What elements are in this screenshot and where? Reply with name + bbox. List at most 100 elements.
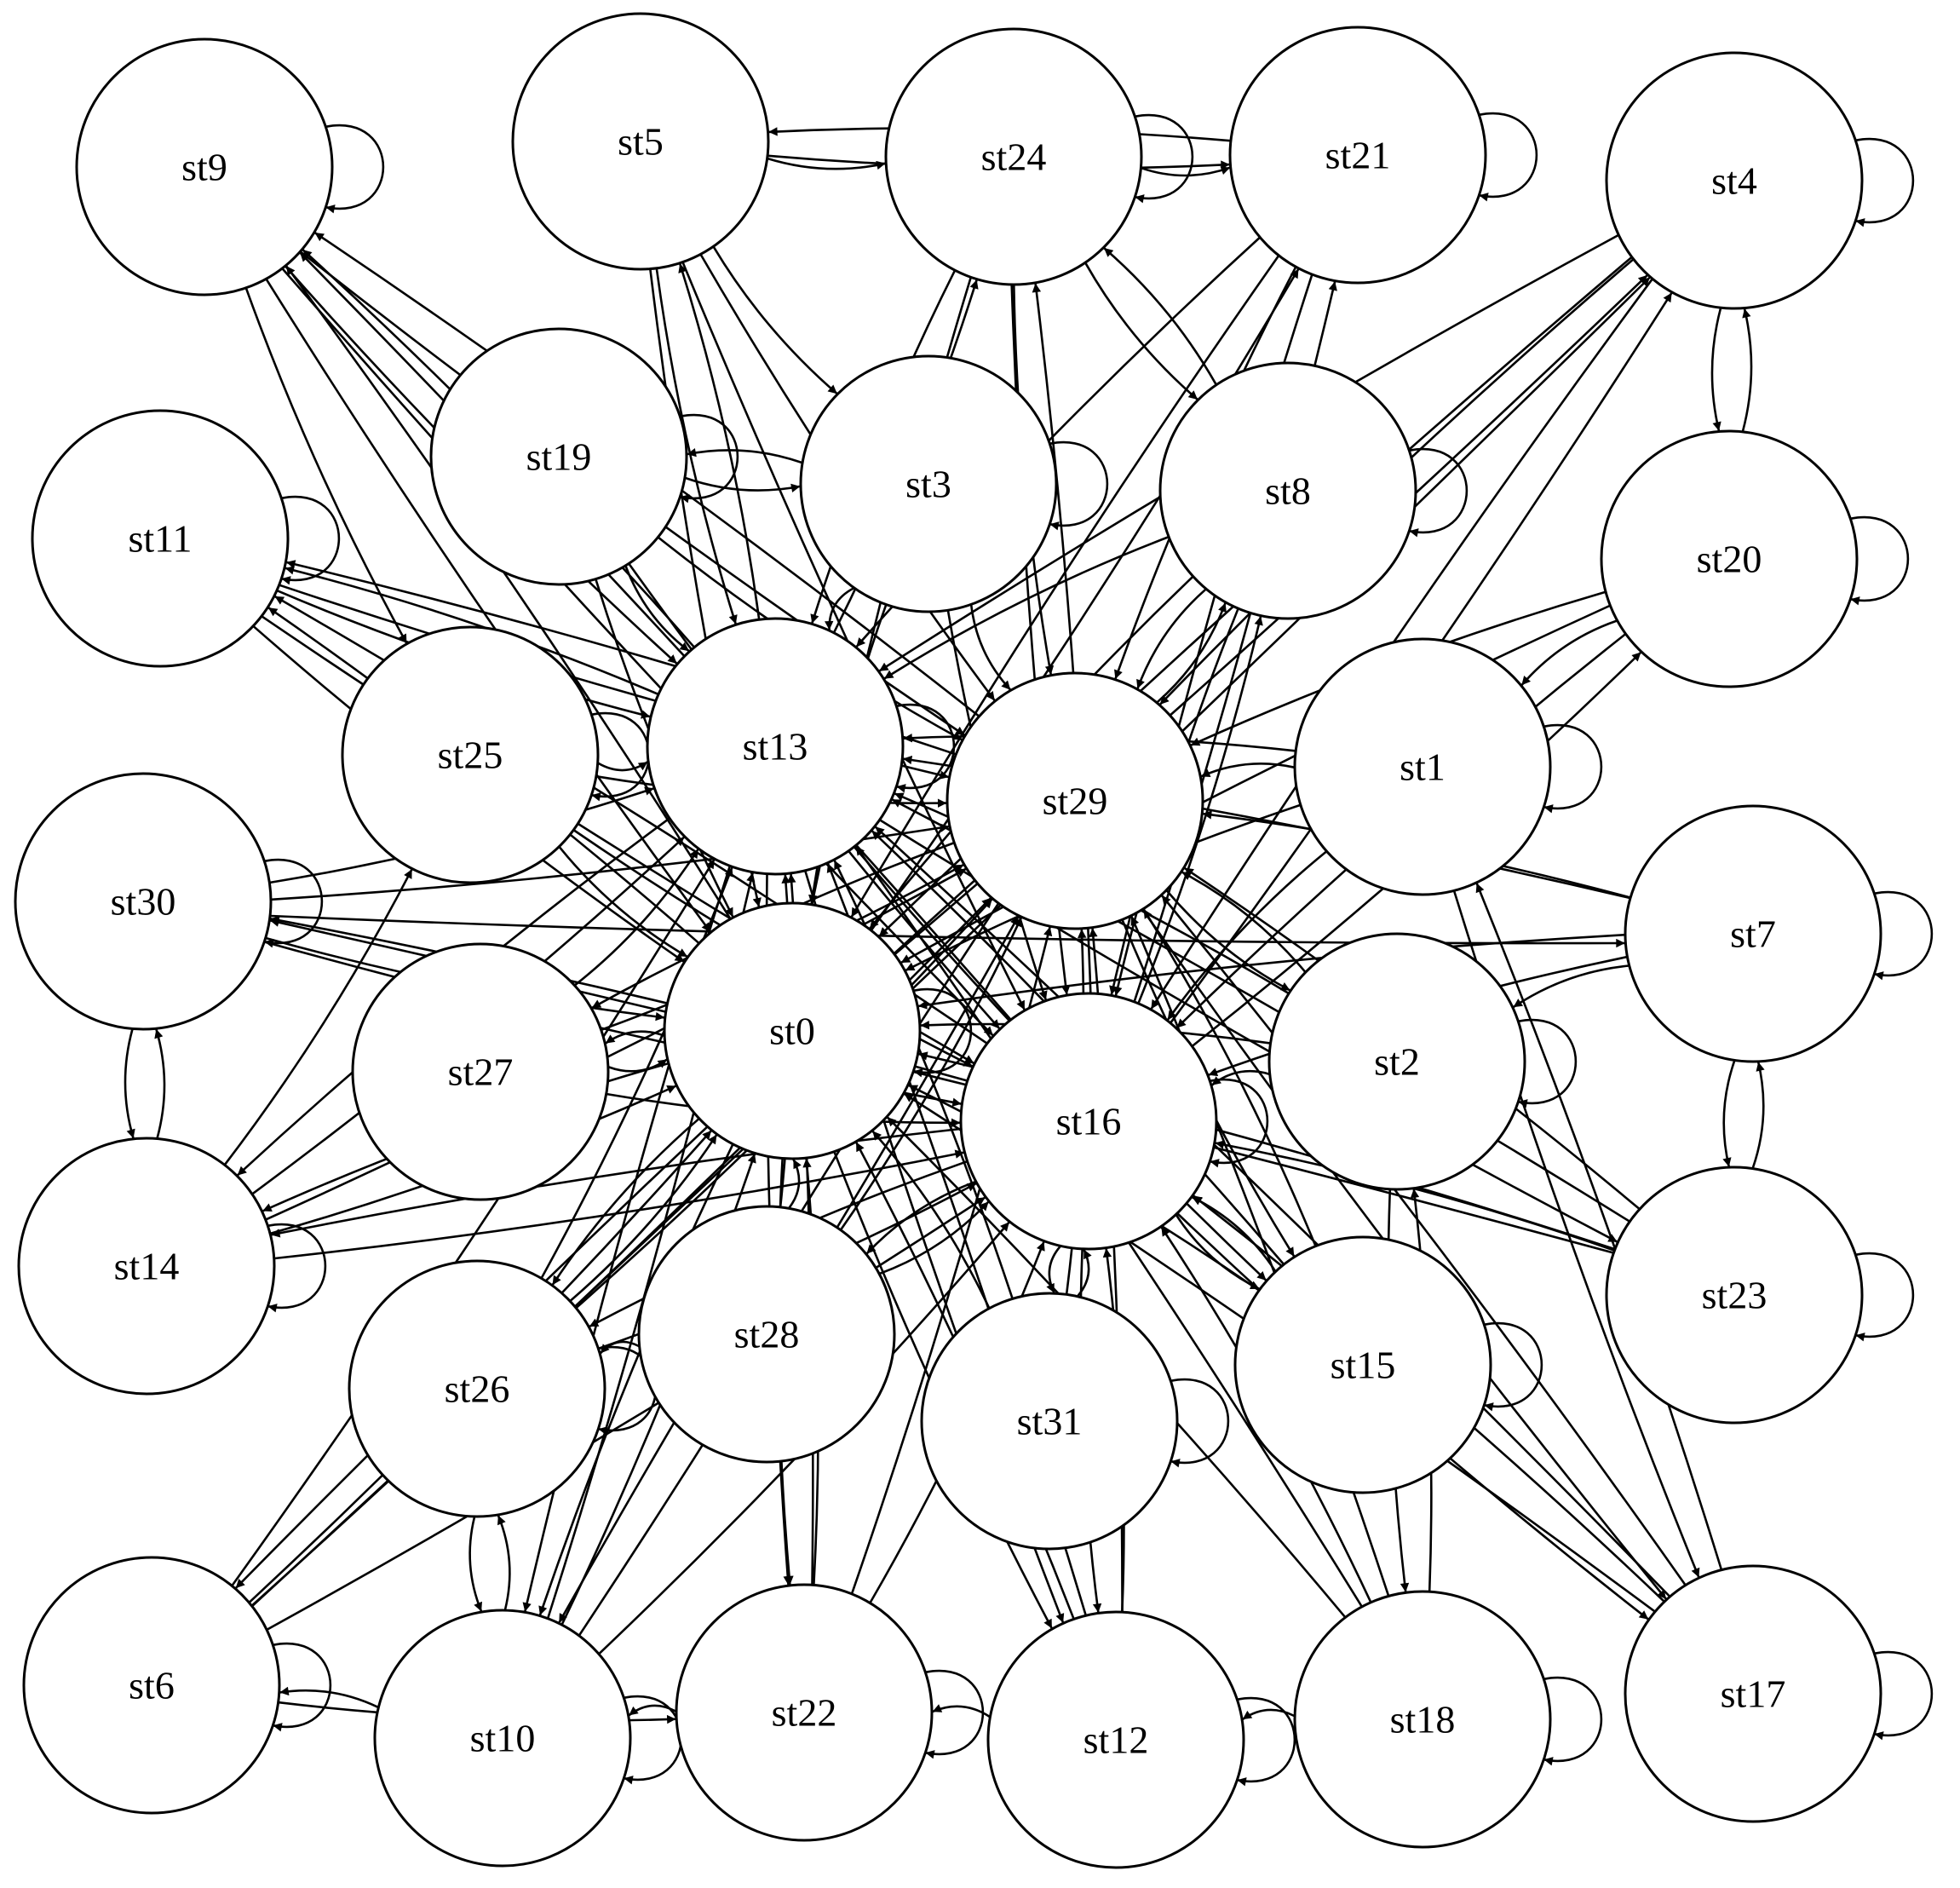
self-loop-st17: [1874, 1652, 1932, 1735]
state-label-st18: st18: [1390, 1698, 1456, 1741]
self-loop-st6: [273, 1643, 330, 1727]
state-label-st0: st0: [769, 1010, 815, 1053]
edge-st26-to-st10: [470, 1517, 481, 1612]
edge-st7-to-st0: [918, 935, 1625, 1006]
state-label-st2: st2: [1374, 1040, 1420, 1084]
state-label-st4: st4: [1711, 159, 1757, 203]
self-loop-st20: [1850, 517, 1908, 601]
state-node-st1: st1: [1295, 639, 1550, 895]
state-node-st18: st18: [1295, 1592, 1550, 1847]
state-node-st28: st28: [639, 1206, 894, 1462]
edge-st3-to-st19: [687, 450, 802, 463]
edge-st16-to-st31: [1049, 1246, 1060, 1293]
state-node-st6: st6: [24, 1557, 279, 1813]
state-node-st20: st20: [1601, 431, 1857, 687]
state-node-st14: st14: [19, 1138, 274, 1394]
state-node-st5: st5: [513, 14, 768, 269]
edge-st1-to-st29: [1201, 763, 1294, 776]
self-loop-st7: [1874, 892, 1932, 976]
state-node-st2: st2: [1269, 934, 1525, 1189]
state-label-st15: st15: [1331, 1344, 1396, 1387]
edge-st14-to-st30: [156, 1029, 164, 1138]
edge-st20-to-st4: [1743, 308, 1751, 431]
edge-st4-to-st20: [1712, 308, 1721, 431]
state-node-st15: st15: [1235, 1237, 1491, 1493]
self-loop-st9: [325, 125, 383, 209]
state-node-st9: st9: [77, 39, 332, 295]
state-label-st3: st3: [905, 463, 951, 506]
state-node-st0: st0: [664, 903, 920, 1159]
state-label-st31: st31: [1017, 1400, 1083, 1443]
state-label-st20: st20: [1697, 538, 1762, 581]
state-label-st26: st26: [445, 1367, 510, 1411]
state-label-st23: st23: [1702, 1274, 1767, 1317]
state-node-st25: st25: [342, 627, 598, 883]
state-label-st10: st10: [470, 1717, 536, 1760]
state-node-st29: st29: [947, 673, 1203, 929]
self-loop-st24: [1135, 115, 1193, 199]
state-node-st23: st23: [1607, 1167, 1862, 1423]
state-label-st22: st22: [772, 1691, 837, 1735]
state-node-st22: st22: [676, 1585, 932, 1840]
state-node-st3: st3: [801, 356, 1056, 612]
edge-st7-to-st2: [1514, 966, 1630, 1008]
edge-st7-to-st23: [1724, 1061, 1734, 1166]
state-label-st5: st5: [618, 120, 664, 164]
state-node-st4: st4: [1607, 53, 1862, 308]
state-node-st24: st24: [886, 29, 1141, 285]
state-label-st16: st16: [1056, 1100, 1122, 1143]
state-node-st11: st11: [32, 411, 288, 666]
state-label-st27: st27: [448, 1050, 514, 1094]
self-loop-st21: [1479, 113, 1537, 197]
self-loop-st14: [267, 1224, 325, 1308]
edge-st31-to-st16: [1078, 1250, 1089, 1297]
state-node-st21: st21: [1230, 27, 1486, 283]
edge-st23-to-st7: [1753, 1062, 1763, 1168]
state-node-st31: st31: [922, 1293, 1177, 1549]
edge-st5-to-st3: [714, 247, 837, 394]
state-node-st7: st7: [1625, 806, 1881, 1062]
state-label-st30: st30: [111, 880, 176, 924]
state-node-st17: st17: [1625, 1566, 1881, 1822]
self-loop-st15: [1484, 1323, 1542, 1407]
state-node-st13: st13: [647, 619, 903, 874]
state-node-st27: st27: [353, 944, 608, 1200]
edge-st12-to-st22: [933, 1707, 990, 1717]
state-label-st24: st24: [981, 135, 1047, 179]
self-loop-st23: [1855, 1253, 1913, 1337]
state-node-st8: st8: [1160, 363, 1416, 619]
edge-st8-to-st29: [1137, 590, 1205, 689]
state-label-st12: st12: [1083, 1718, 1149, 1762]
edge-st19-to-st13: [626, 567, 689, 652]
edge-st29-to-st8: [1158, 603, 1226, 703]
state-label-st6: st6: [129, 1664, 175, 1707]
self-loop-st4: [1855, 139, 1913, 222]
self-loop-st31: [1170, 1379, 1228, 1463]
edge-st30-to-st14: [125, 1029, 134, 1138]
state-node-st30: st30: [15, 774, 271, 1029]
self-loop-st18: [1543, 1678, 1601, 1761]
state-node-st12: st12: [988, 1612, 1244, 1868]
state-label-st7: st7: [1730, 912, 1776, 956]
edge-st10-to-st26: [498, 1516, 509, 1610]
state-label-st29: st29: [1043, 780, 1108, 823]
state-node-st19: st19: [431, 329, 687, 584]
state-node-st26: st26: [349, 1261, 605, 1517]
state-label-st1: st1: [1400, 745, 1446, 789]
state-label-st21: st21: [1325, 134, 1391, 177]
state-label-st25: st25: [438, 734, 503, 777]
state-label-st19: st19: [526, 435, 592, 479]
edge-st25-to-st13: [598, 762, 647, 770]
state-label-st17: st17: [1721, 1672, 1786, 1716]
state-label-st9: st9: [181, 146, 227, 189]
self-loop-st22: [925, 1671, 983, 1754]
state-label-st8: st8: [1265, 469, 1311, 513]
edge-st19-to-st3: [686, 478, 801, 491]
state-label-st28: st28: [734, 1313, 800, 1356]
state-node-st16: st16: [961, 993, 1216, 1249]
state-node-st10: st10: [375, 1610, 630, 1866]
state-label-st14: st14: [114, 1245, 180, 1288]
state-label-st11: st11: [129, 517, 193, 561]
edge-st24-to-st21: [1141, 168, 1230, 176]
